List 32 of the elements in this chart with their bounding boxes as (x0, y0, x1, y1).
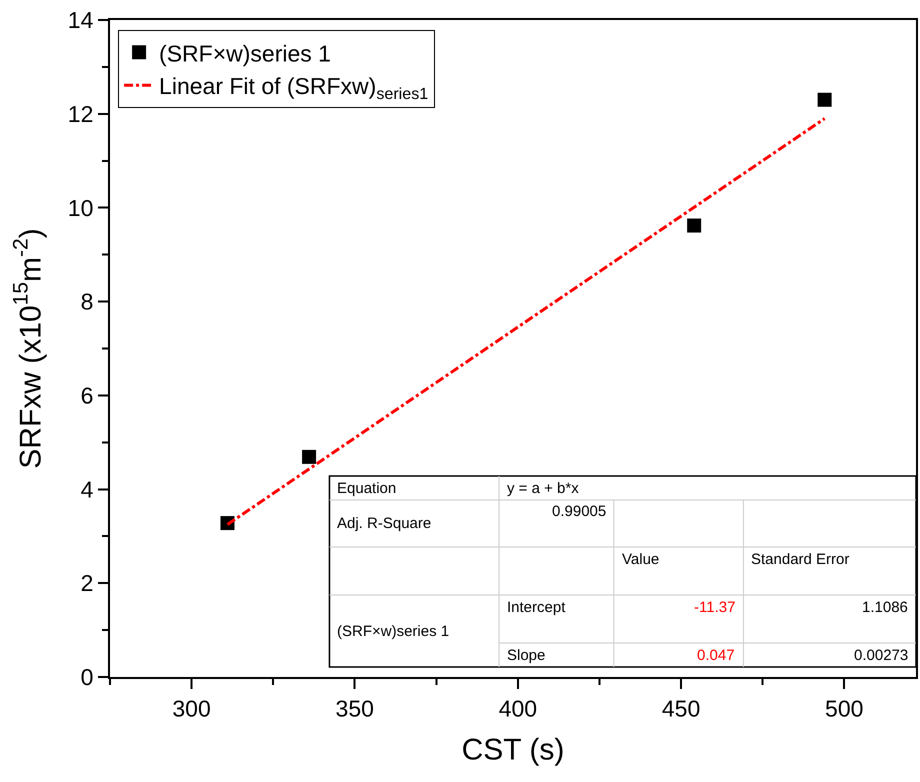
y-tick-label: 12 (68, 100, 94, 127)
y-tick-label: 14 (68, 7, 94, 34)
x-tick-label: 450 (662, 696, 700, 722)
annotation: Intercept (507, 599, 566, 616)
annotation: Standard Error (751, 551, 850, 568)
annotation: -11.37 (694, 599, 736, 616)
y-tick-label: 6 (80, 382, 94, 408)
point (687, 218, 702, 233)
annotation: Equation (337, 480, 396, 497)
y-tick-label: 10 (68, 194, 94, 221)
y-tick-label: 2 (80, 570, 94, 596)
x-tick-label: 300 (172, 696, 211, 722)
y-tick-label: 4 (80, 476, 94, 502)
point (818, 92, 832, 107)
annotation: (SRF×w)series 1 (337, 623, 450, 640)
x-tick-label: 500 (825, 696, 864, 722)
legend-label: (SRF×w)series 1 (159, 40, 331, 66)
annotation: 1.1086 (862, 599, 908, 616)
annotation: 0.99005 (552, 503, 606, 520)
y-tick-label: 8 (80, 288, 94, 315)
annotation: Value (622, 551, 660, 568)
x-axis-title: CST (s) (462, 734, 564, 767)
annotation: Slope (507, 647, 546, 664)
annotation: 0.00273 (854, 647, 908, 664)
x-tick-label: 350 (336, 696, 374, 722)
legend-label: Linear Fit of (SRFxw)$_{series1}$ (159, 73, 428, 104)
annotation: Adj. R-Square (337, 515, 432, 532)
point (302, 450, 316, 464)
annotation: 0.047 (697, 647, 735, 664)
x-tick-label: 400 (498, 696, 538, 722)
y-tick-label: 0 (80, 664, 94, 690)
annotation: y = a + b*x (507, 480, 580, 497)
